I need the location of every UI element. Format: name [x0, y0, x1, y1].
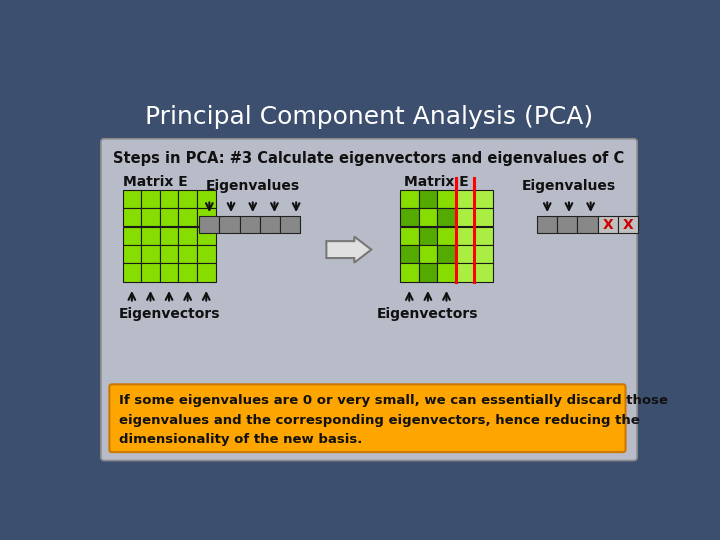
Bar: [456, 226, 474, 245]
Text: X: X: [603, 218, 613, 232]
Bar: [418, 245, 437, 264]
Text: Matrix E: Matrix E: [404, 175, 469, 189]
Bar: [400, 226, 418, 245]
Bar: [160, 245, 179, 264]
Bar: [557, 217, 577, 233]
Text: Principal Component Analysis (PCA): Principal Component Analysis (PCA): [145, 105, 593, 129]
Bar: [474, 245, 493, 264]
Bar: [618, 217, 638, 233]
Bar: [197, 226, 215, 245]
Bar: [577, 217, 598, 233]
FancyBboxPatch shape: [109, 384, 626, 452]
Bar: [122, 226, 141, 245]
FancyArrow shape: [326, 237, 372, 262]
Bar: [456, 264, 474, 282]
Bar: [122, 245, 141, 264]
Bar: [400, 245, 418, 264]
Bar: [418, 264, 437, 282]
Bar: [122, 264, 141, 282]
Bar: [141, 264, 160, 282]
Bar: [179, 245, 197, 264]
Bar: [437, 264, 456, 282]
Bar: [160, 190, 179, 208]
Bar: [456, 245, 474, 264]
Bar: [437, 226, 456, 245]
Bar: [418, 208, 437, 226]
Bar: [179, 190, 197, 208]
Bar: [474, 208, 493, 226]
Bar: [160, 264, 179, 282]
Bar: [400, 208, 418, 226]
Text: Matrix E: Matrix E: [122, 175, 187, 189]
Text: Eigenvectors: Eigenvectors: [118, 307, 220, 321]
Bar: [160, 226, 179, 245]
Bar: [437, 245, 456, 264]
Bar: [122, 208, 141, 226]
Bar: [179, 208, 197, 226]
Bar: [537, 217, 557, 233]
Text: X: X: [623, 218, 633, 232]
Bar: [179, 264, 197, 282]
Text: Eigenvectors: Eigenvectors: [377, 307, 479, 321]
Bar: [141, 226, 160, 245]
Bar: [280, 217, 300, 233]
Bar: [141, 190, 160, 208]
Bar: [456, 190, 474, 208]
Bar: [400, 190, 418, 208]
Bar: [141, 245, 160, 264]
Bar: [197, 190, 215, 208]
Bar: [197, 245, 215, 264]
Bar: [400, 264, 418, 282]
Bar: [240, 217, 260, 233]
Bar: [197, 264, 215, 282]
Bar: [598, 217, 618, 233]
Bar: [141, 208, 160, 226]
Text: If some eigenvalues are 0 or very small, we can essentially discard those
eigenv: If some eigenvalues are 0 or very small,…: [120, 394, 668, 447]
Bar: [122, 190, 141, 208]
Bar: [199, 217, 220, 233]
Bar: [260, 217, 280, 233]
Bar: [160, 208, 179, 226]
Bar: [179, 226, 197, 245]
Bar: [474, 226, 493, 245]
Bar: [418, 190, 437, 208]
Bar: [456, 208, 474, 226]
FancyBboxPatch shape: [101, 139, 637, 461]
Text: Eigenvalues: Eigenvalues: [206, 179, 300, 193]
Text: Eigenvalues: Eigenvalues: [522, 179, 616, 193]
Bar: [437, 208, 456, 226]
Bar: [474, 190, 493, 208]
Bar: [220, 217, 240, 233]
Bar: [197, 208, 215, 226]
Text: Steps in PCA: #3 Calculate eigenvectors and eigenvalues of C: Steps in PCA: #3 Calculate eigenvectors …: [113, 151, 625, 166]
Bar: [474, 264, 493, 282]
Bar: [418, 226, 437, 245]
Bar: [437, 190, 456, 208]
